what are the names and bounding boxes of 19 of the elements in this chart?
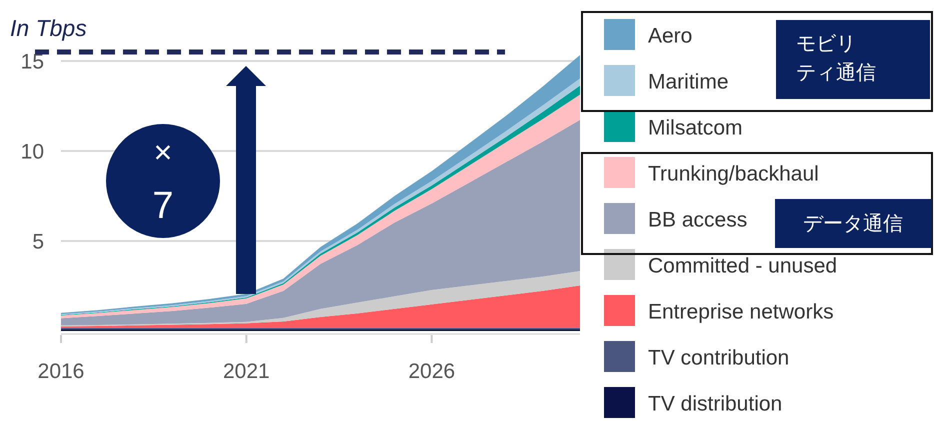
- legend-label: Milsatcom: [648, 116, 743, 140]
- text: データ通信: [803, 213, 903, 235]
- y-tick-label: 5: [32, 230, 44, 254]
- x-tick-label: 2026: [408, 360, 456, 383]
- text: モビリティ通信: [796, 33, 876, 84]
- x-tick-label: 2016: [38, 360, 84, 383]
- y-tick-label: 10: [20, 140, 44, 164]
- legend-label: TV distribution: [648, 392, 782, 416]
- legend-label: Entreprise networks: [648, 300, 834, 324]
- legend-label: Committed - unused: [648, 254, 838, 278]
- legend-label: Maritime: [648, 70, 729, 94]
- legend-label: Trunking/backhaul: [648, 162, 819, 186]
- annotation: × 7: [152, 134, 174, 227]
- legend-label: BB access: [648, 208, 748, 232]
- y-axis-title: In Tbps: [10, 15, 88, 41]
- legend-label: Aero: [648, 24, 692, 48]
- y-tick-label: 15: [20, 50, 44, 74]
- x-tick-label: 2021: [223, 360, 270, 383]
- legend-label: TV contribution: [648, 346, 790, 370]
